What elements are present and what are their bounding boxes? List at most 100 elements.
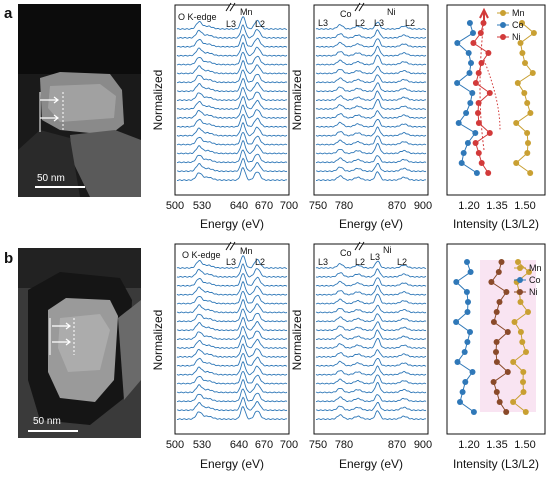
xtick: 900: [414, 439, 432, 451]
scale-bar-label-a: 50 nm: [37, 173, 65, 184]
ratio-point-co: [466, 70, 473, 76]
legend-b: Mn Co Ni: [514, 263, 542, 297]
ratio-point-ni: [496, 399, 503, 405]
xtick: 500: [166, 200, 184, 212]
spectrum-line: [315, 304, 427, 314]
ratio-point-co: [465, 299, 471, 305]
ratio-point-ni: [475, 150, 482, 156]
intensity-ratio-b: Mn Co Ni 1.20 1.35 1.50 Intensity (L3/L2…: [446, 243, 546, 471]
spectrum-line: [316, 402, 427, 412]
ratio-point-mn: [525, 309, 531, 315]
edge-label-l2: L2: [255, 19, 265, 29]
ratio-point-mn: [519, 20, 525, 26]
ratio-point-co: [455, 120, 462, 126]
ratio-point-co: [467, 100, 474, 106]
edge-label-l2: L2: [255, 257, 265, 267]
spectrum-line: [176, 335, 287, 349]
ratio-point-ni: [493, 339, 500, 345]
spectrum-line: [315, 155, 427, 164]
legend-a: Mn Co Ni: [497, 8, 525, 42]
edge-label-ni-l3: L3: [370, 252, 380, 262]
xtick: 780: [335, 200, 353, 212]
spectrum-line: [316, 82, 427, 93]
ylabel-b1: Normalized: [151, 310, 165, 371]
ratio-point-ni: [485, 170, 492, 176]
xtick: 530: [193, 439, 211, 451]
ratio-point-ni: [504, 369, 511, 375]
ratio-point-ni: [477, 30, 484, 36]
spectrum-line: [315, 21, 427, 30]
edge-label-co-l2: L2: [355, 257, 365, 267]
ratio-point-co: [454, 80, 461, 86]
spectrum-line: [176, 51, 288, 66]
xtick: 1.35: [486, 439, 507, 451]
legend-label: Co: [512, 20, 524, 30]
xlabel-b3: Intensity (L3/L2): [453, 457, 539, 471]
spectrum-line: [315, 365, 427, 376]
ratio-point-mn: [514, 80, 521, 86]
spectrum-line: [176, 290, 288, 305]
panel-label-b: b: [4, 250, 13, 267]
spectrum-line: [176, 280, 288, 296]
spectrum-line: [315, 293, 427, 305]
ratio-point-ni: [493, 349, 499, 355]
ratio-line-mn: [515, 22, 535, 174]
ratio-point-mn: [517, 40, 524, 46]
edge-label-o-k: O K-edge: [182, 250, 221, 260]
spectrum-line: [315, 394, 427, 403]
spectrum-line: [177, 396, 288, 412]
ratio-point-co: [466, 20, 473, 26]
spectrum-line: [176, 86, 288, 101]
spectrum-line: [176, 34, 288, 48]
ratio-point-co: [472, 130, 479, 136]
edge-label-co-l3: L3: [318, 18, 328, 28]
edge-label-ni-l2: L2: [397, 257, 407, 267]
ratio-point-ni: [490, 319, 497, 325]
spectrum-line: [176, 273, 288, 287]
xtick: 1.20: [458, 200, 479, 212]
panel-b: b 50 nm O K-edge L3 Mn L2 Normal: [4, 241, 546, 471]
ratio-point-co: [459, 389, 466, 395]
spectrum-line: [315, 90, 427, 101]
spectrum-line: [315, 126, 427, 137]
xtick: 1.20: [458, 439, 479, 451]
ratio-point-ni: [493, 389, 500, 395]
ratio-point-ni: [472, 80, 479, 86]
ratio-point-co: [469, 369, 476, 375]
spectrum-line: [176, 41, 288, 57]
ratio-point-co: [467, 269, 474, 275]
ratio-point-mn: [523, 349, 529, 355]
ratio-point-co: [463, 289, 470, 295]
intensity-ratio-a: Mn Co Ni 1.20 1.35 1.50 Intensity (L3/L2…: [446, 4, 546, 231]
ratio-point-mn: [517, 329, 524, 335]
ratio-line-mn: [512, 261, 530, 413]
spectrum-line: [176, 388, 288, 403]
ratio-point-co: [464, 259, 470, 265]
ratio-point-ni: [475, 120, 482, 126]
scale-bar-label-b: 50 nm: [33, 416, 61, 427]
ratio-point-ni: [488, 279, 495, 285]
ratio-point-co: [457, 399, 463, 405]
xtick: 700: [280, 200, 298, 212]
ylabel-a2: Normalized: [290, 70, 304, 131]
ratio-point-mn: [524, 150, 531, 156]
spectrum-line: [315, 277, 427, 287]
edge-label-ni-l3: L3: [374, 18, 384, 28]
legend-label: Co: [529, 275, 541, 285]
xtick: 1.35: [486, 200, 507, 212]
spectrum-line: [315, 45, 427, 57]
spectrum-line: [315, 348, 427, 358]
ratio-point-co: [462, 379, 469, 385]
ratio-point-mn: [511, 319, 518, 325]
spectrum-line: [315, 410, 427, 420]
spectra-co-ni-b: L3 Co L2 L3 Ni L2 Normalized 750 780 870…: [290, 241, 432, 471]
spectrum-line: [176, 104, 288, 119]
ratio-point-co: [464, 140, 471, 146]
ratio-point-mn: [510, 399, 517, 405]
ratio-point-ni: [503, 289, 510, 295]
spectrum-line: [315, 54, 427, 66]
ratio-point-ni: [498, 259, 505, 265]
spectrum-line: [315, 284, 427, 296]
legend-label: Ni: [512, 32, 521, 42]
edge-label-co: Co: [340, 9, 352, 19]
